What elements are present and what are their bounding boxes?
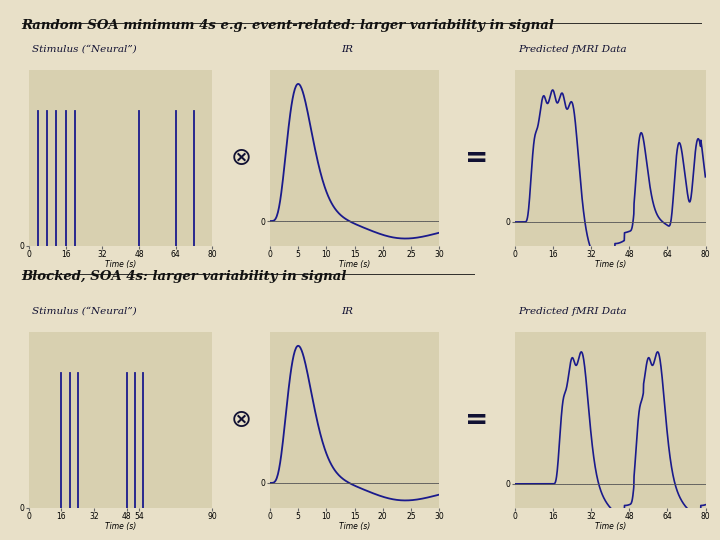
X-axis label: Time (s): Time (s)	[339, 522, 370, 531]
Text: Predicted fMRI Data: Predicted fMRI Data	[518, 307, 627, 316]
Text: IR: IR	[341, 307, 354, 316]
Text: Random SOA minimum 4s e.g. event-related: larger variability in signal: Random SOA minimum 4s e.g. event-related…	[22, 19, 554, 32]
Text: =: =	[465, 144, 489, 172]
X-axis label: Time (s): Time (s)	[105, 522, 136, 531]
Text: IR: IR	[341, 45, 354, 54]
X-axis label: Time (s): Time (s)	[339, 260, 370, 269]
Text: Stimulus (“Neural”): Stimulus (“Neural”)	[32, 307, 137, 316]
Text: Blocked, SOA 4s: larger variability in signal: Blocked, SOA 4s: larger variability in s…	[22, 270, 347, 283]
Text: Stimulus (“Neural”): Stimulus (“Neural”)	[32, 45, 137, 54]
Text: ⊗: ⊗	[230, 408, 252, 432]
X-axis label: Time (s): Time (s)	[595, 260, 626, 269]
X-axis label: Time (s): Time (s)	[595, 522, 626, 531]
Text: =: =	[465, 406, 489, 434]
Text: Predicted fMRI Data: Predicted fMRI Data	[518, 45, 627, 54]
Text: ⊗: ⊗	[230, 146, 252, 170]
X-axis label: Time (s): Time (s)	[105, 260, 136, 269]
